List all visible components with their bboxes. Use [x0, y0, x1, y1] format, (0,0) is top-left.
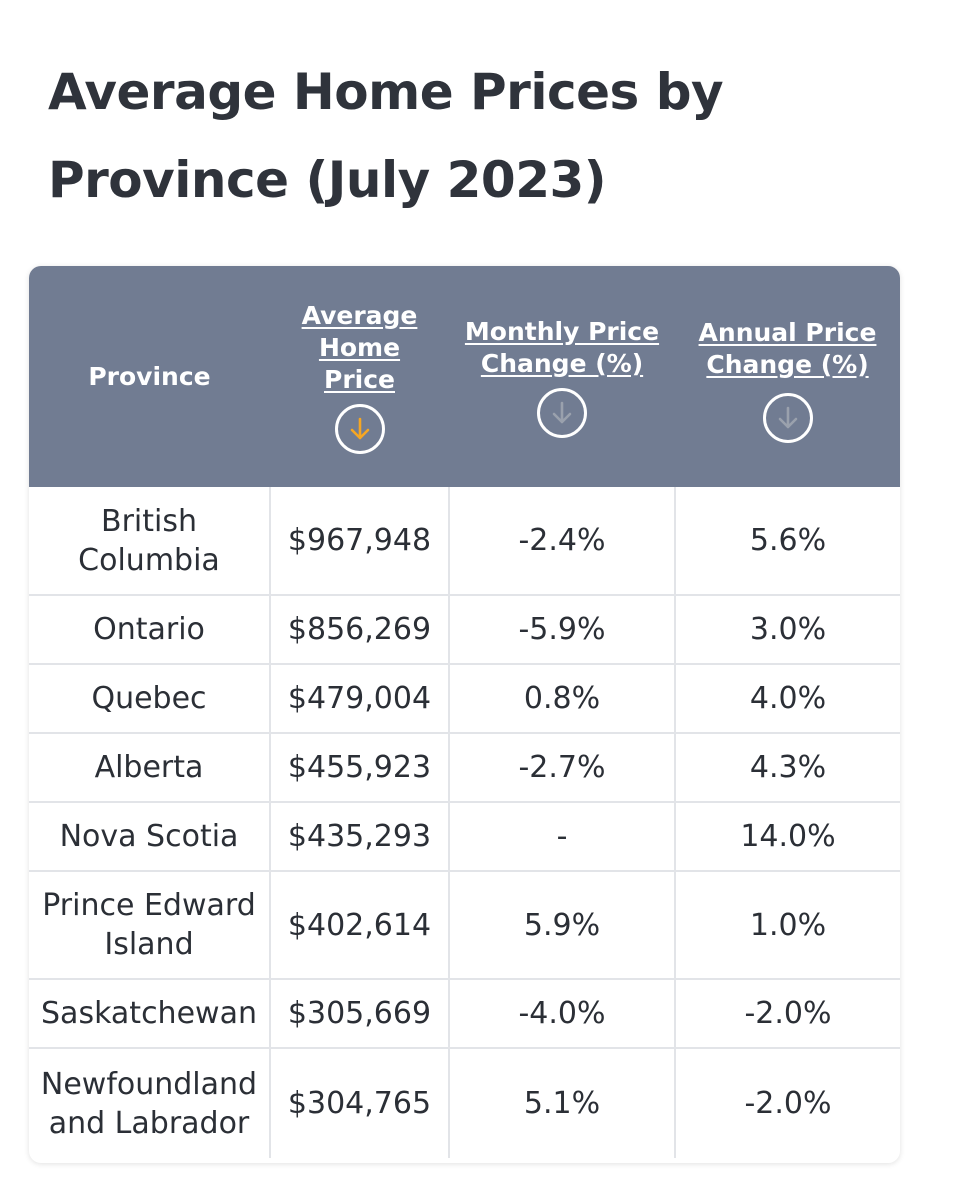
monthly-change-cell: 5.9% — [448, 871, 675, 980]
annual-change-cell: -2.0% — [674, 1048, 900, 1158]
sort-link-average-home-price[interactable]: Average Home Price — [301, 300, 418, 394]
monthly-change-cell: -5.9% — [448, 595, 675, 665]
table-row: Quebec $479,004 0.8% 4.0% — [29, 664, 900, 734]
average-price-cell: $402,614 — [269, 871, 449, 980]
province-cell: Alberta — [29, 733, 270, 803]
monthly-change-cell: - — [448, 802, 675, 872]
average-price-cell: $304,765 — [269, 1048, 449, 1158]
table-header: Province Average Home Price Monthly Pric… — [29, 266, 900, 487]
monthly-change-cell: 0.8% — [448, 664, 675, 734]
home-prices-table-card: Province Average Home Price Monthly Pric… — [29, 266, 900, 1163]
average-price-cell: $856,269 — [269, 595, 449, 665]
table-row: British Columbia $967,948 -2.4% 5.6% — [29, 487, 900, 596]
average-price-cell: $455,923 — [269, 733, 449, 803]
column-header-monthly-price-change: Monthly Price Change (%) — [449, 266, 675, 487]
table-row: Alberta $455,923 -2.7% 4.3% — [29, 733, 900, 803]
sort-button-average-home-price[interactable] — [334, 403, 385, 454]
province-cell: Saskatchewan — [29, 979, 270, 1049]
annual-change-cell: 5.6% — [674, 487, 900, 596]
home-prices-table: Province Average Home Price Monthly Pric… — [29, 266, 900, 1158]
arrow-down-icon — [778, 406, 797, 428]
average-price-cell: $967,948 — [269, 487, 449, 596]
monthly-change-cell: -4.0% — [448, 979, 675, 1049]
average-price-cell: $305,669 — [269, 979, 449, 1049]
table-row: Saskatchewan $305,669 -4.0% -2.0% — [29, 979, 900, 1049]
annual-change-cell: -2.0% — [674, 979, 900, 1049]
arrow-down-icon — [350, 417, 369, 439]
province-cell: British Columbia — [29, 487, 270, 596]
page-title: Average Home Prices by Province (July 20… — [48, 63, 724, 209]
table-row: Nova Scotia $435,293 - 14.0% — [29, 802, 900, 872]
column-header-province-label: Province — [88, 361, 211, 391]
average-price-cell: $479,004 — [269, 664, 449, 734]
annual-change-cell: 14.0% — [674, 802, 900, 872]
province-cell: Nova Scotia — [29, 802, 270, 872]
table-body: British Columbia $967,948 -2.4% 5.6% Ont… — [29, 487, 900, 1158]
column-header-annual-price-change: Annual Price Change (%) — [675, 266, 900, 487]
column-header-average-home-price: Average Home Price — [270, 266, 449, 487]
sort-link-monthly-price-change[interactable]: Monthly Price Change (%) — [464, 316, 660, 378]
monthly-change-cell: -2.7% — [448, 733, 675, 803]
table-row: Ontario $856,269 -5.9% 3.0% — [29, 595, 900, 665]
sort-link-annual-price-change[interactable]: Annual Price Change (%) — [698, 317, 877, 379]
province-cell: Quebec — [29, 664, 270, 734]
annual-change-cell: 3.0% — [674, 595, 900, 665]
column-header-province: Province — [29, 266, 270, 487]
average-price-cell: $435,293 — [269, 802, 449, 872]
monthly-change-cell: 5.1% — [448, 1048, 675, 1158]
province-cell: Ontario — [29, 595, 270, 665]
table-row: Prince Edward Island $402,614 5.9% 1.0% — [29, 871, 900, 980]
annual-change-cell: 4.0% — [674, 664, 900, 734]
sort-button-monthly-price-change[interactable] — [537, 387, 587, 438]
annual-change-cell: 4.3% — [674, 733, 900, 803]
table-row: Newfoundland and Labrador $304,765 5.1% … — [29, 1048, 900, 1158]
monthly-change-cell: -2.4% — [448, 487, 675, 596]
province-cell: Prince Edward Island — [29, 871, 270, 980]
arrow-down-icon — [552, 401, 572, 423]
sort-button-annual-price-change[interactable] — [762, 392, 813, 443]
header-row: Province Average Home Price Monthly Pric… — [29, 266, 900, 487]
annual-change-cell: 1.0% — [674, 871, 900, 980]
province-cell: Newfoundland and Labrador — [40, 1066, 258, 1141]
